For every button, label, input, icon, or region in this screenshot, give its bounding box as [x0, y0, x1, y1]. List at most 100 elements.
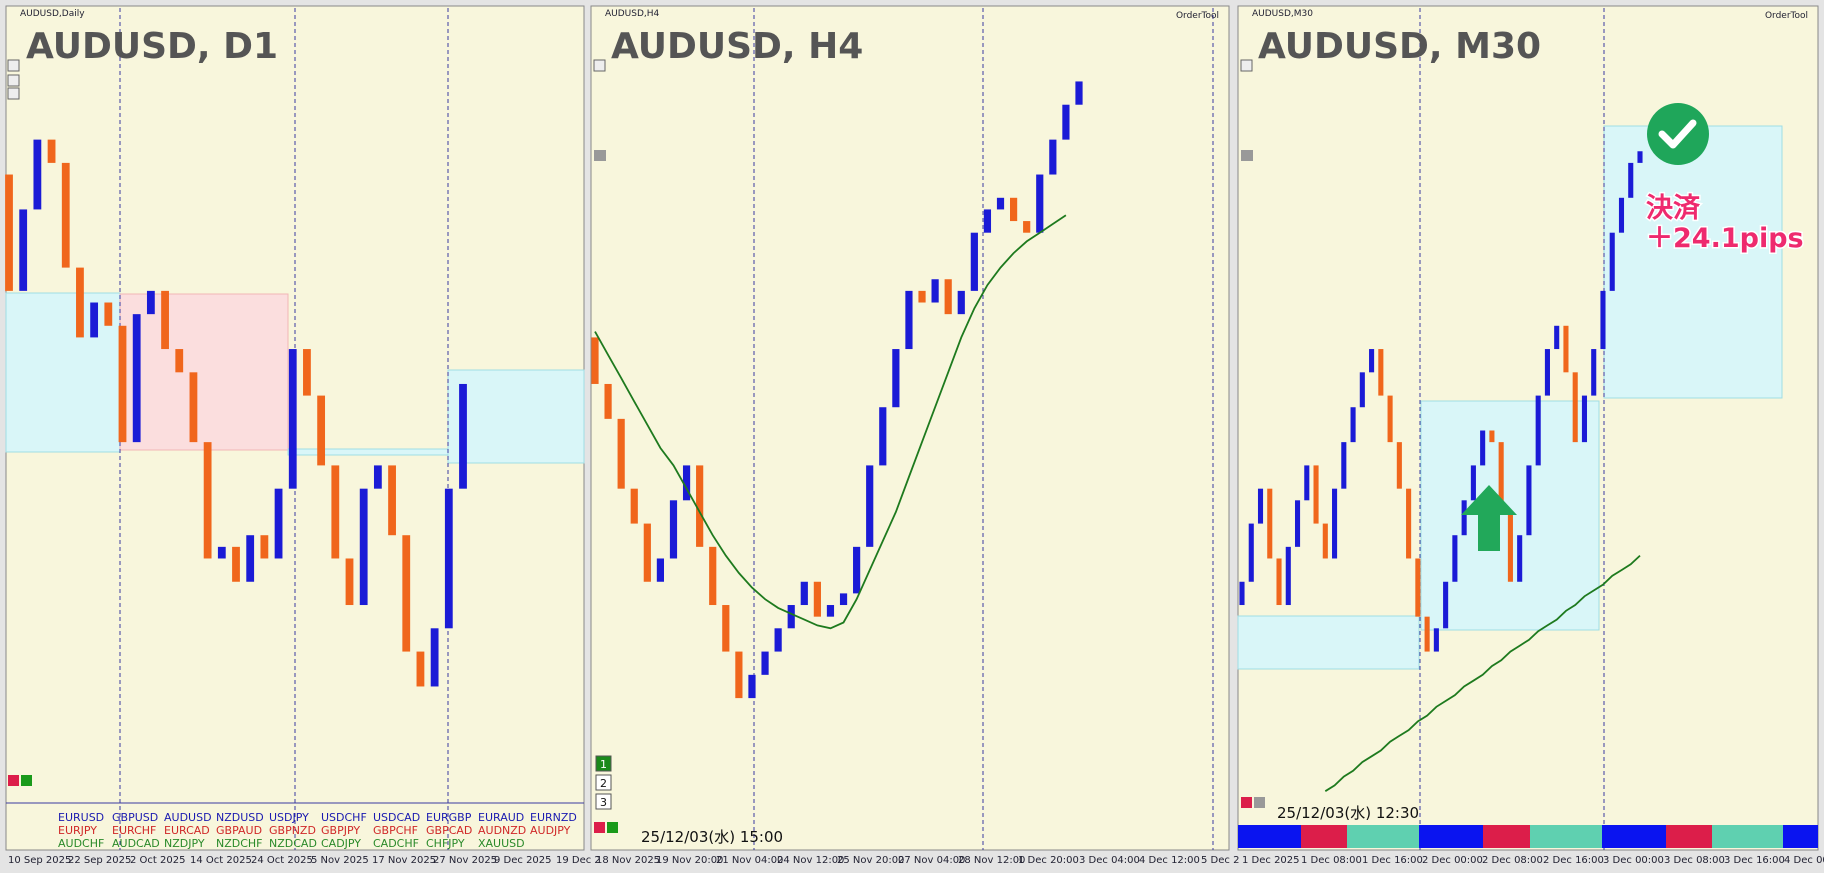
symbol-button[interactable]: AUDNZD	[478, 824, 526, 837]
symbol-button[interactable]: EURCAD	[164, 824, 210, 837]
controls	[7, 59, 1265, 833]
tf-button[interactable]	[595, 755, 612, 772]
candle	[813, 581, 821, 617]
candle	[459, 383, 467, 489]
symbol-button[interactable]: AUDCHF	[58, 837, 104, 850]
strip-seg	[1783, 825, 1818, 848]
symbol-button[interactable]: GBPCAD	[426, 824, 472, 837]
candle	[591, 337, 599, 384]
zone-box	[287, 448, 449, 456]
scroll-btn[interactable]	[593, 59, 606, 72]
symbol-button[interactable]: NZDCAD	[269, 837, 317, 850]
symbol-button[interactable]: CADCHF	[373, 837, 419, 850]
symbol-button[interactable]: NZDUSD	[216, 811, 264, 824]
candle	[189, 372, 198, 443]
candle	[90, 302, 99, 338]
moving-average	[1324, 554, 1641, 792]
symbol-button[interactable]: NZDJPY	[164, 837, 205, 850]
candle	[217, 546, 226, 559]
tf-button-label[interactable]: 2	[600, 777, 607, 790]
symbol-button[interactable]: EURNZD	[530, 811, 577, 824]
tf-button-label[interactable]: 3	[600, 796, 607, 809]
symbol-button[interactable]: GBPCHF	[373, 824, 418, 837]
candle	[317, 395, 326, 466]
x-label: 17 Nov 2025	[372, 855, 436, 866]
symbol-button[interactable]: USDJPY	[269, 811, 309, 824]
scroll-btn[interactable]	[7, 74, 20, 87]
candle	[1276, 558, 1282, 606]
candle	[1507, 511, 1513, 582]
zone-box	[5, 292, 121, 453]
candle	[1285, 546, 1291, 606]
ctrl-btn[interactable]	[607, 822, 618, 833]
symbol-button[interactable]: GBPUSD	[112, 811, 158, 824]
symbol-button[interactable]: EURJPY	[58, 824, 97, 837]
x-label: 3 Dec 04:00	[1079, 855, 1140, 866]
ctrl-btn[interactable]	[1241, 150, 1253, 161]
ctrl-btn[interactable]	[594, 822, 605, 833]
symbol-button[interactable]: GBPAUD	[216, 824, 262, 837]
candle	[1049, 139, 1057, 175]
symbol-button[interactable]: NZDCHF	[216, 837, 263, 850]
symbol-button[interactable]: XAUUSD	[478, 837, 525, 850]
candle	[1424, 616, 1430, 652]
symbol-button[interactable]: USDCHF	[321, 811, 367, 824]
symbol-button[interactable]: GBPJPY	[321, 824, 360, 837]
symbol-button[interactable]: EURUSD	[58, 811, 104, 824]
tf-button[interactable]	[595, 774, 612, 791]
tf-button-label[interactable]: 1	[600, 758, 607, 771]
order-tool[interactable]: OrderTool	[1765, 11, 1808, 21]
candle	[345, 558, 354, 606]
candle	[853, 546, 861, 594]
ctrl-btn[interactable]	[594, 150, 606, 161]
ctrl-btn[interactable]	[21, 775, 32, 786]
candle	[1062, 104, 1070, 140]
x-label: 27 Nov 04:00	[898, 855, 965, 866]
tf-button[interactable]	[595, 793, 612, 810]
candle	[944, 279, 952, 315]
ctrl-btn[interactable]	[1241, 797, 1252, 808]
candle	[1544, 349, 1550, 396]
candle	[1433, 628, 1439, 652]
candle	[260, 535, 269, 559]
candle	[669, 500, 678, 559]
symbol-button[interactable]: GBPNZD	[269, 824, 316, 837]
chart-header: AUDUSD,Daily	[20, 9, 85, 19]
scroll-btn[interactable]	[1240, 59, 1253, 72]
scroll-btn[interactable]	[7, 59, 20, 72]
ctrl-btn[interactable]	[8, 775, 19, 786]
candle	[1554, 325, 1560, 350]
moving-average	[594, 214, 1067, 630]
x-label: 19 Nov 20:00	[656, 855, 723, 866]
symbol-button[interactable]: EURGBP	[426, 811, 472, 824]
strip-seg	[1238, 825, 1301, 848]
candle	[104, 302, 113, 326]
symbol-button[interactable]: EURCHF	[112, 824, 156, 837]
order-tool[interactable]: OrderTool	[1176, 11, 1219, 21]
symbol-button[interactable]: EURAUD	[478, 811, 524, 824]
symbol-button[interactable]: AUDCAD	[112, 837, 160, 850]
ctrl-btn[interactable]	[1254, 797, 1265, 808]
panel-bg	[590, 5, 1230, 851]
candle	[1480, 430, 1486, 466]
annotation-label: 決済	[1646, 193, 1701, 224]
candle	[1075, 81, 1083, 105]
candle	[1517, 535, 1523, 582]
scroll-btn[interactable]	[7, 87, 20, 100]
x-label: 18 Nov 2025	[596, 855, 660, 866]
symbol-button[interactable]: CHFJPY	[426, 837, 465, 850]
candle	[118, 325, 127, 443]
candle	[1600, 290, 1606, 350]
symbol-button[interactable]: USDCAD	[373, 811, 420, 824]
candle	[402, 535, 411, 652]
candle	[274, 488, 283, 559]
candle	[918, 290, 926, 303]
symbol-button[interactable]: CADJPY	[321, 837, 361, 850]
candle	[76, 267, 84, 338]
symbol-button[interactable]: AUDUSD	[164, 811, 212, 824]
symbol-button[interactable]: AUDJPY	[530, 824, 571, 837]
x-label: 1 Dec 08:00	[1301, 855, 1362, 866]
strip-seg	[1419, 825, 1483, 848]
candle	[444, 488, 453, 629]
